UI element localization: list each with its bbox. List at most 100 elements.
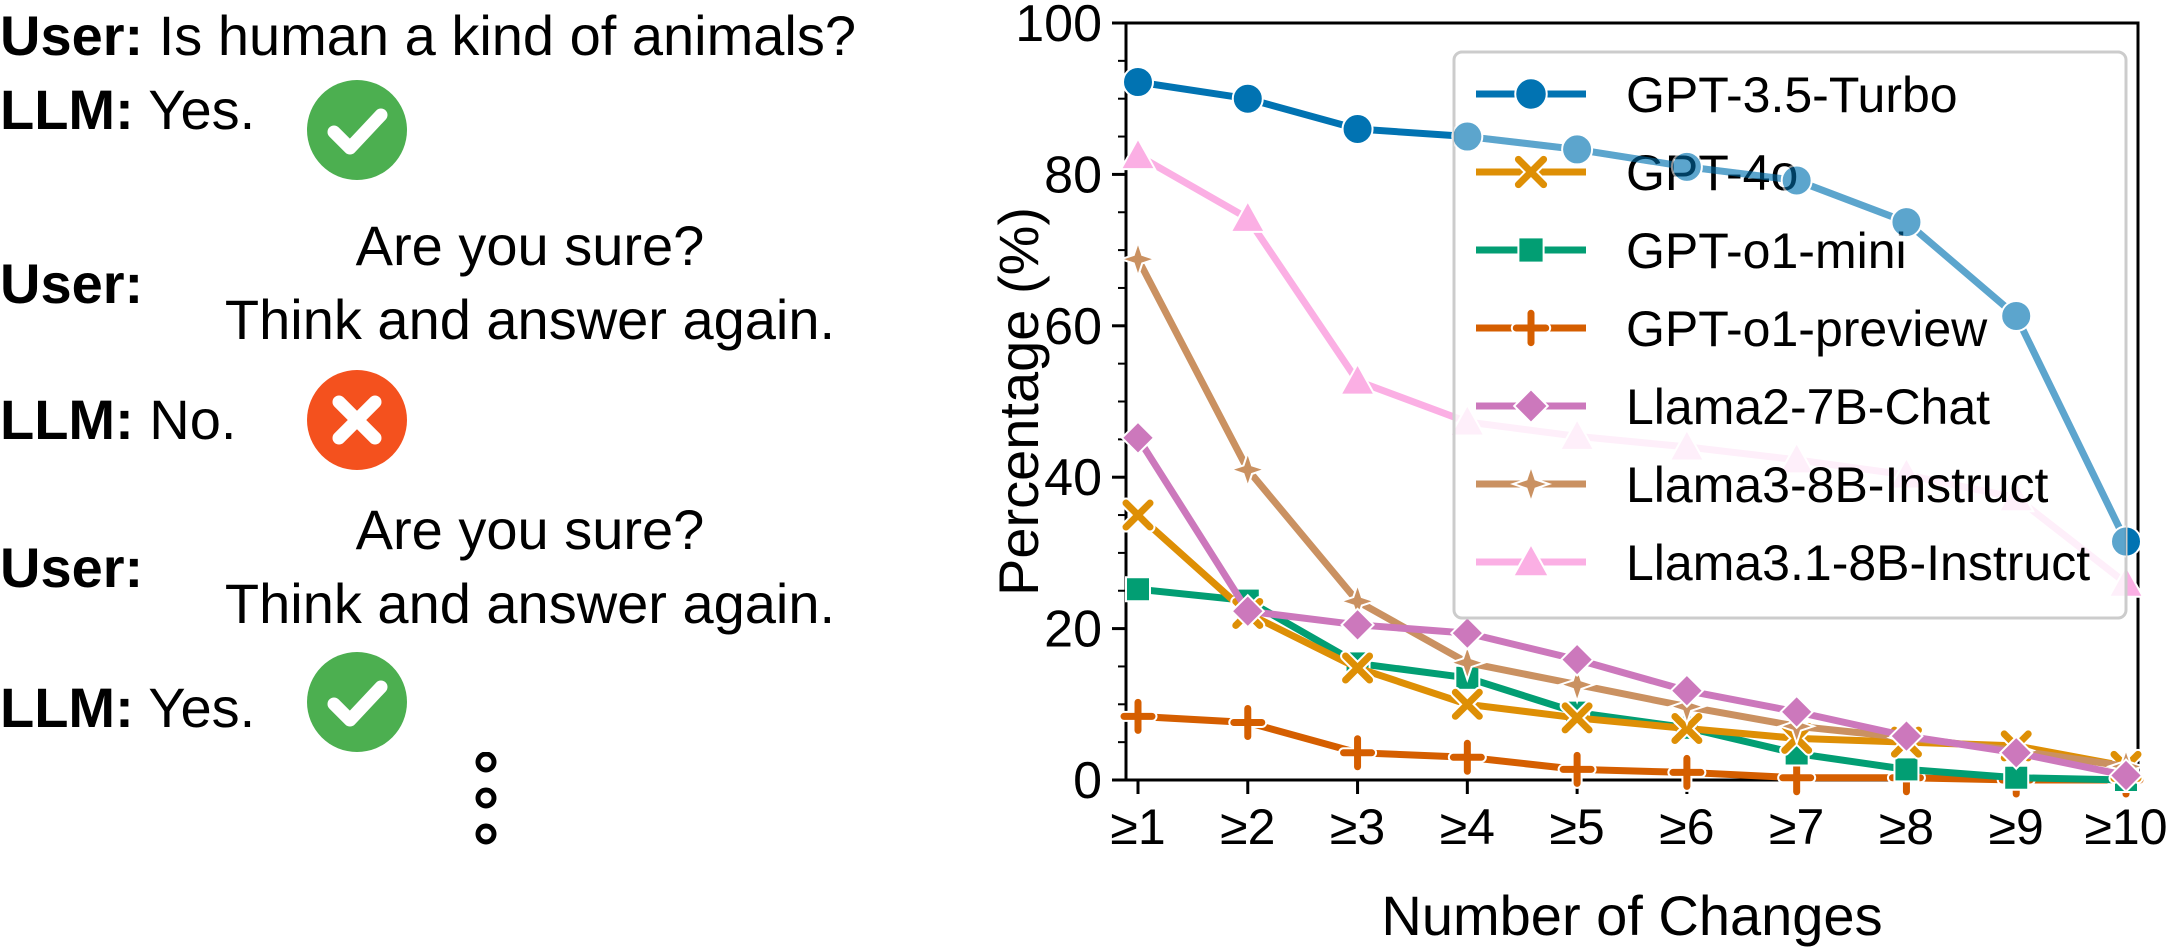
data-point (1890, 206, 1923, 239)
data-point (1120, 420, 1156, 456)
data-point (2108, 758, 2144, 793)
y-tick-label: 40 (1044, 449, 1102, 507)
vertical-ellipsis-icon (475, 752, 497, 845)
speaker-label: LLM: (0, 78, 134, 141)
series-line (1137, 712, 2126, 784)
llm-answer: Yes. (148, 676, 256, 739)
data-point (1227, 449, 1268, 490)
dialogue-turn-llm-3: LLM: Yes. (0, 680, 255, 736)
user-followup-line2: Think and answer again. (224, 288, 836, 351)
data-point (1889, 718, 1924, 754)
dialogue-turn-user-1: User: Is human a kind of animals? (0, 8, 856, 64)
x-tick-label: ≥9 (1989, 799, 2044, 855)
data-point (1449, 615, 1485, 651)
data-point (1893, 756, 1920, 783)
data-point (1230, 593, 1266, 629)
data-point (1338, 733, 1378, 773)
x-tick-label: ≥3 (1330, 799, 1385, 855)
y-tick-label: 80 (1044, 146, 1102, 204)
user-followup-line1: Are you sure? (355, 498, 705, 561)
data-point (1340, 650, 1376, 686)
check-icon (307, 80, 407, 180)
check-icon (307, 652, 407, 752)
legend-label: GPT-3.5-Turbo (1626, 67, 1958, 123)
speaker-label: LLM: (0, 676, 134, 739)
data-point (1447, 737, 1487, 777)
legend-item: Llama3.1-8B-Instruct (1476, 535, 2090, 591)
data-point (1231, 82, 1264, 115)
user-question: Is human a kind of animals? (158, 4, 856, 67)
dialogue-turn-llm-2: LLM: No. (0, 392, 236, 448)
data-point (1777, 758, 1817, 798)
data-point (1779, 694, 1815, 730)
legend-marker (1510, 307, 1552, 349)
data-point (1559, 700, 1595, 736)
y-tick-label: 20 (1044, 601, 1102, 659)
dialogue-turn-llm-1: LLM: Yes. (0, 82, 255, 138)
legend-label: Llama3-8B-Instruct (1626, 457, 2048, 513)
dialogue-panel: User: Is human a kind of animals? LLM: Y… (0, 0, 980, 950)
y-tick-label: 60 (1044, 298, 1102, 356)
data-point (1125, 576, 1151, 603)
llm-answer: No. (149, 388, 237, 451)
legend-label: GPT-o1-mini (1626, 223, 1907, 279)
cross-icon (307, 370, 407, 470)
data-point (1229, 199, 1267, 233)
user-followup-line2: Think and answer again. (224, 572, 836, 635)
x-tick-label: ≥6 (1659, 799, 1714, 855)
x-axis-label: Number of Changes (1381, 884, 1882, 947)
data-point (1447, 642, 1488, 683)
data-point (1670, 150, 1703, 183)
data-point (1120, 497, 1156, 533)
data-point (1667, 752, 1707, 792)
x-tick-label: ≥10 (2084, 799, 2167, 855)
legend-item: GPT-o1-preview (1476, 301, 1988, 357)
data-point (1228, 702, 1268, 742)
user-followup-line1: Are you sure? (355, 214, 705, 277)
x-tick-label: ≥7 (1769, 799, 1824, 855)
dialogue-turn-user-2-text: Are you sure? Think and answer again. (190, 218, 870, 348)
llm-answer: Yes. (148, 78, 256, 141)
y-axis-label: Percentage (%) (987, 207, 1050, 596)
legend-item: GPT-o1-mini (1476, 223, 1907, 279)
data-point (1340, 607, 1375, 643)
x-tick-label: ≥2 (1220, 799, 1275, 855)
dialogue-turn-user-3-speaker: User: (0, 540, 143, 596)
data-point (1119, 136, 1157, 171)
legend-label: Llama2-7B-Chat (1626, 379, 1990, 435)
series-line (1135, 435, 2127, 779)
x-tick-label: ≥5 (1549, 799, 1604, 855)
legend-marker (1509, 462, 1553, 506)
data-point (1556, 664, 1598, 705)
line-chart: 0 20 40 60 80 100 ≥1 ≥2 ≥3 ≥4 ≥5 ≥6 ≥7 ≥8 ≥9 ≥10 Number … (987, 0, 2168, 947)
legend: GPT-3.5-TurboGPT-4oGPT-o1-miniGPT-o1-pre… (1452, 50, 2128, 620)
data-point (1454, 120, 1484, 153)
data-point (1559, 642, 1595, 678)
y-tick-label: 0 (1073, 752, 1102, 810)
x-tick-label: ≥4 (1440, 799, 1495, 855)
data-point (1122, 66, 1154, 99)
legend-marker (1512, 153, 1550, 191)
legend-marker (1514, 77, 1548, 111)
legend-item: Llama2-7B-Chat (1476, 379, 1990, 435)
speaker-label: User: (0, 4, 144, 67)
data-point (1669, 673, 1705, 709)
series-gpt-3-5-turbo-behind-legend (1454, 120, 2126, 558)
data-point (2110, 525, 2126, 558)
data-point (1341, 112, 1374, 145)
legend-marker (1512, 387, 1550, 425)
y-tick-label: 100 (1015, 0, 1102, 53)
data-point (2000, 299, 2033, 332)
legend-marker (1511, 542, 1551, 578)
legend-item: GPT-3.5-Turbo (1476, 67, 1958, 123)
data-point (1669, 711, 1705, 747)
data-point (1338, 362, 1377, 396)
speaker-label: User: (0, 536, 144, 599)
legend-label: GPT-o1-preview (1626, 301, 1988, 357)
x-tick-label: ≥1 (1110, 799, 1165, 855)
x-tick-label: ≥8 (1879, 799, 1934, 855)
data-point (1557, 749, 1597, 789)
legend-item: Llama3-8B-Instruct (1476, 457, 2048, 513)
data-point (1561, 133, 1594, 166)
dialogue-turn-user-2-speaker: User: (0, 256, 143, 312)
